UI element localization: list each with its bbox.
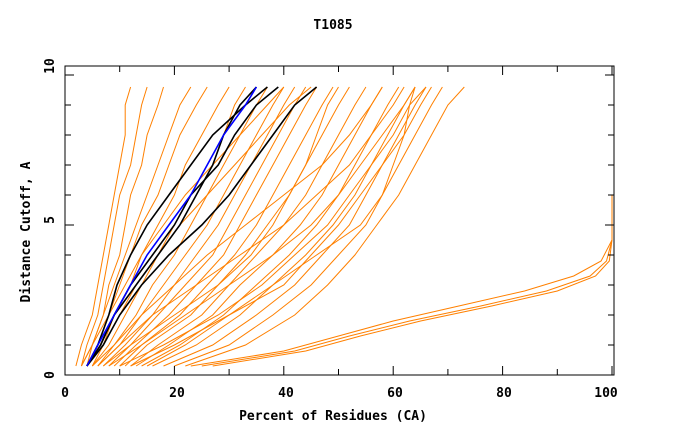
y-tick-label: 0 [43, 371, 58, 379]
model-curve [141, 86, 400, 367]
model-curve [212, 195, 613, 367]
model-curve [97, 86, 405, 367]
model-curve [91, 86, 230, 367]
x-tick-label: 80 [496, 386, 512, 401]
x-tick-label: 20 [169, 386, 185, 401]
model-curve [174, 86, 443, 367]
model-curve [75, 86, 132, 367]
model-curve [130, 86, 432, 367]
model-curve [91, 86, 383, 367]
reference-curve [86, 86, 258, 367]
model-curve [152, 86, 416, 367]
model-curve [113, 86, 318, 367]
model-curve [102, 86, 296, 367]
model-curve [185, 86, 465, 367]
x-tick-label: 100 [594, 386, 618, 401]
model-curve [108, 86, 416, 367]
model-curve [86, 86, 192, 367]
model-curve [108, 86, 307, 367]
model-curve [97, 86, 268, 367]
model-curve [80, 86, 164, 367]
y-tick-label: 5 [43, 216, 58, 224]
series-layer [75, 86, 613, 367]
model-curve [130, 86, 367, 367]
y-tick-label: 10 [43, 58, 58, 74]
model-curve [119, 86, 334, 367]
highlight-curve [86, 86, 268, 367]
highlight-curve [86, 86, 318, 367]
x-axis-label: Percent of Residues (CA) [239, 409, 427, 424]
model-curve [163, 86, 427, 367]
model-curve [135, 86, 383, 367]
model-curve [190, 195, 613, 367]
tick-layer [64, 66, 614, 376]
highlight-curve [86, 86, 279, 367]
model-curve [124, 86, 350, 367]
plot-frame [64, 65, 615, 376]
y-axis-label: Distance Cutoff, A [19, 161, 34, 302]
model-curve [80, 86, 285, 367]
chart-title: T1085 [313, 18, 352, 33]
x-tick-label: 0 [61, 386, 69, 401]
model-curve [102, 86, 339, 367]
model-curve [119, 86, 427, 367]
x-tick-label: 40 [278, 386, 294, 401]
model-curve [97, 86, 285, 367]
model-curve [80, 86, 148, 367]
model-curve [146, 86, 416, 367]
model-curve [201, 195, 613, 367]
x-tick-label: 60 [387, 386, 403, 401]
